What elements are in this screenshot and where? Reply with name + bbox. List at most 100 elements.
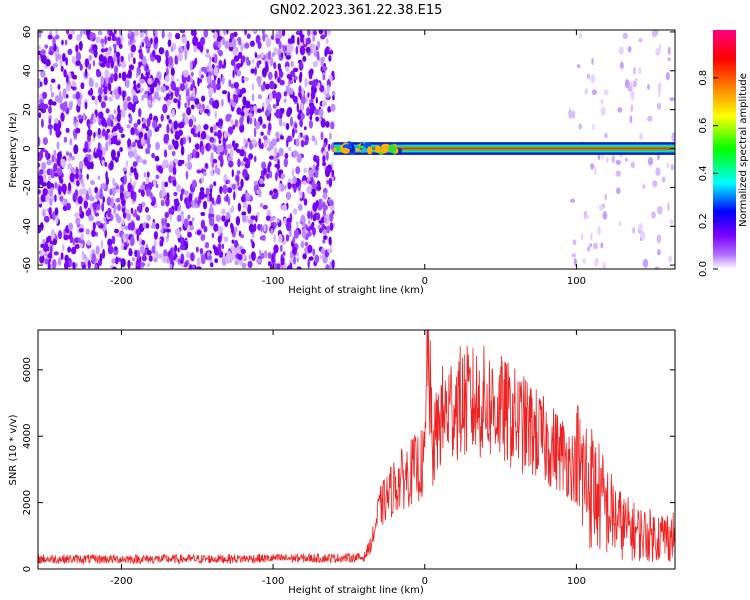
noise-cell xyxy=(61,183,67,193)
noise-cell xyxy=(600,242,604,249)
noise-cell xyxy=(323,235,328,241)
noise-cell xyxy=(216,167,221,176)
noise-cell xyxy=(203,124,209,130)
noise-cell xyxy=(582,258,587,265)
noise-cell xyxy=(59,195,64,202)
noise-cell xyxy=(180,193,183,202)
noise-cell xyxy=(120,55,124,63)
noise-cell xyxy=(278,30,282,35)
noise-cell xyxy=(180,137,184,147)
noise-cell xyxy=(283,91,288,97)
noise-cell xyxy=(322,208,326,217)
noise-cell xyxy=(226,113,232,119)
noise-cell xyxy=(153,239,157,249)
noise-cell xyxy=(81,250,85,260)
noise-cell xyxy=(167,144,174,151)
noise-cell xyxy=(77,195,83,205)
noise-cell xyxy=(169,253,174,263)
noise-cell xyxy=(651,211,656,219)
noise-cell xyxy=(152,119,157,129)
figure-title: GN02.2023.361.22.38.E15 xyxy=(270,3,443,18)
noise-cell xyxy=(125,79,130,88)
noise-cell xyxy=(657,206,663,215)
noise-cell xyxy=(38,175,43,180)
noise-cell xyxy=(219,144,224,153)
noise-cell xyxy=(311,79,318,88)
noise-cell xyxy=(70,30,75,36)
noise-cell xyxy=(320,87,324,93)
noise-cell xyxy=(157,123,162,129)
noise-cell xyxy=(260,223,263,233)
noise-cell xyxy=(286,221,292,232)
noise-cell xyxy=(190,77,194,83)
noise-cell xyxy=(113,109,117,115)
noise-cell xyxy=(247,204,252,215)
noise-cell xyxy=(213,124,217,131)
noise-cell xyxy=(246,192,251,201)
noise-cell xyxy=(269,155,274,160)
noise-cell xyxy=(283,98,287,103)
snr-series-line xyxy=(38,330,675,565)
noise-cell xyxy=(642,258,649,268)
noise-cell xyxy=(125,160,129,168)
noise-cell xyxy=(54,194,57,203)
noise-cell xyxy=(312,30,317,36)
noise-cell xyxy=(138,61,142,68)
noise-cell xyxy=(106,49,112,56)
noise-cell xyxy=(299,118,303,128)
noise-cell xyxy=(630,104,633,113)
noise-cell xyxy=(253,105,257,112)
x-tick-label: -100 xyxy=(262,576,285,587)
noise-cell xyxy=(221,98,224,107)
noise-cell xyxy=(295,138,300,147)
noise-cell xyxy=(164,75,170,83)
noise-cell xyxy=(41,118,44,128)
noise-cell xyxy=(67,156,72,162)
noise-cell xyxy=(101,55,105,63)
noise-cell xyxy=(308,183,312,192)
noise-cell xyxy=(39,99,43,104)
noise-cell xyxy=(273,61,277,70)
noise-cell xyxy=(135,228,140,235)
noise-cell xyxy=(120,60,127,69)
noise-cell xyxy=(108,136,112,146)
noise-cell xyxy=(632,80,637,88)
noise-cell xyxy=(145,71,150,77)
noise-cell xyxy=(671,132,675,142)
noise-cell xyxy=(181,112,186,118)
noise-cell xyxy=(298,91,302,98)
noise-cell xyxy=(288,79,294,85)
noise-cell xyxy=(118,72,122,79)
noise-cell xyxy=(58,185,62,195)
noise-cell xyxy=(65,30,70,35)
noise-cell xyxy=(314,108,319,116)
noise-cell xyxy=(130,127,136,136)
noise-cell xyxy=(190,199,196,208)
noise-cell xyxy=(47,124,53,130)
noise-cell xyxy=(115,256,119,265)
noise-cell xyxy=(213,83,217,94)
noise-cell xyxy=(189,60,193,71)
noise-cell xyxy=(176,184,182,193)
noise-cell xyxy=(173,120,179,130)
noise-cell xyxy=(256,258,262,264)
noise-cell xyxy=(53,251,59,256)
noise-cell xyxy=(61,158,66,168)
noise-cell xyxy=(146,215,149,221)
noise-cell xyxy=(252,58,255,64)
noise-cell xyxy=(227,196,231,206)
noise-cell xyxy=(167,32,173,39)
noise-cell xyxy=(320,131,324,141)
noise-cell xyxy=(67,234,71,240)
noise-cell xyxy=(82,147,88,153)
noise-cell xyxy=(192,87,196,98)
noise-cell xyxy=(88,187,92,197)
noise-cell xyxy=(269,57,274,67)
noise-cell xyxy=(218,138,222,145)
noise-cell xyxy=(312,35,316,42)
noise-cell xyxy=(108,76,114,84)
noise-cell xyxy=(320,247,325,255)
noise-cell xyxy=(82,30,86,35)
noise-cell xyxy=(590,232,593,241)
